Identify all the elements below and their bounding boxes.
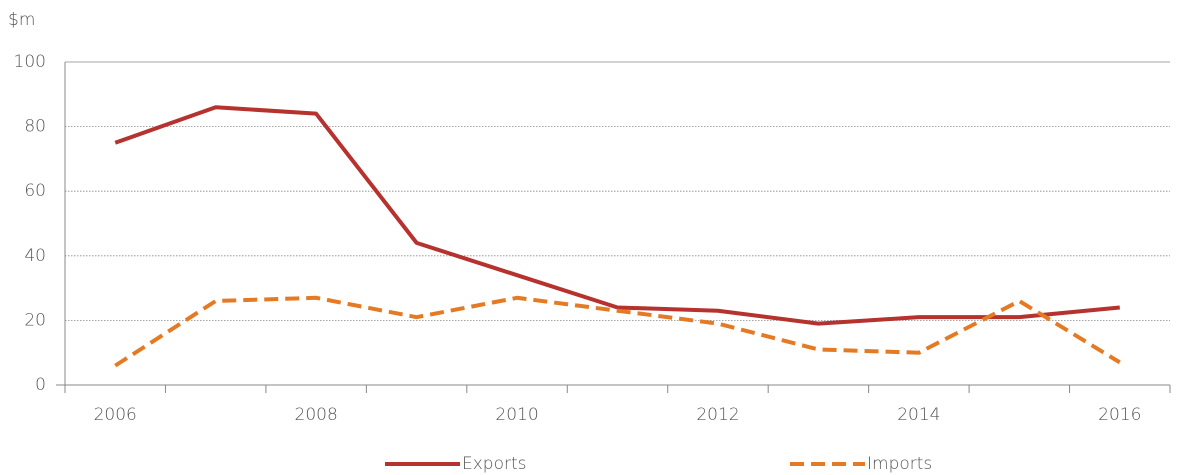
x-tick-label: 2016 xyxy=(1098,405,1141,425)
legend-label: Imports xyxy=(867,454,932,474)
x-tick-label: 2014 xyxy=(897,405,940,425)
x-tick-label: 2006 xyxy=(94,405,137,425)
y-tick-label: 0 xyxy=(35,375,46,395)
legend-label: Exports xyxy=(462,454,527,474)
x-tick-label: 2008 xyxy=(295,405,338,425)
series-line xyxy=(114,295,1121,368)
y-tick-label: 80 xyxy=(24,117,46,137)
series-line xyxy=(114,105,1120,326)
x-tick-label: 2010 xyxy=(495,405,538,425)
y-tick-label: 60 xyxy=(24,181,46,201)
x-tick-label: 2012 xyxy=(696,405,739,425)
y-axis-label: $m xyxy=(8,10,35,30)
y-tick-label: 20 xyxy=(24,310,46,330)
y-tick-label: 40 xyxy=(24,246,46,266)
y-tick-label: 100 xyxy=(14,52,46,72)
